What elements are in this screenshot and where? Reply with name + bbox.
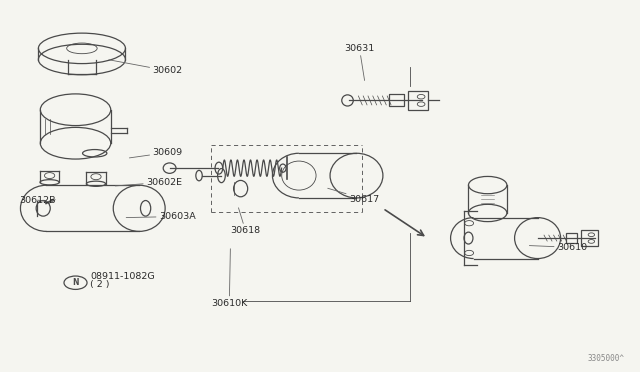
Text: 30617: 30617 [328, 188, 379, 203]
Text: N: N [72, 278, 79, 287]
Text: 30612B: 30612B [19, 196, 56, 205]
Text: ( 2 ): ( 2 ) [90, 280, 109, 289]
Text: 30610: 30610 [529, 243, 587, 252]
Text: 30610K: 30610K [211, 249, 248, 308]
Text: 30618: 30618 [230, 208, 260, 235]
Text: 3305000^: 3305000^ [587, 354, 624, 363]
Text: 30609: 30609 [129, 148, 182, 158]
Text: 30603A: 30603A [126, 212, 195, 221]
Text: 30602E: 30602E [115, 178, 182, 187]
Text: 08911-1082G: 08911-1082G [90, 272, 155, 281]
Text: 30631: 30631 [344, 44, 374, 80]
Text: 30602: 30602 [109, 60, 182, 75]
